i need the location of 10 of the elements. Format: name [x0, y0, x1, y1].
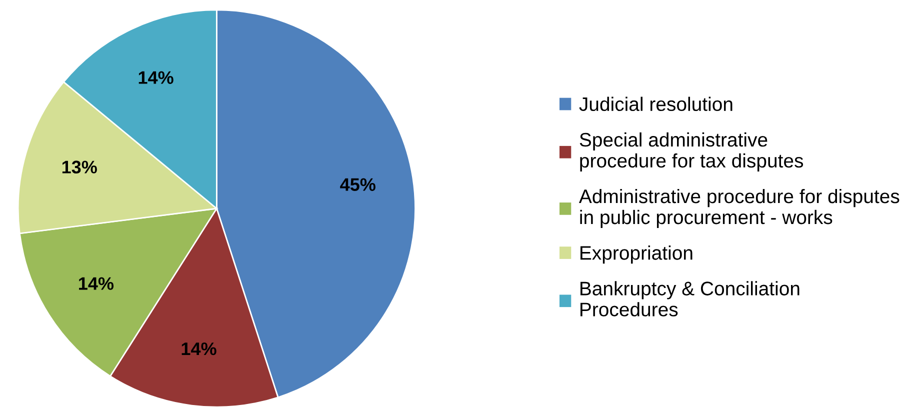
data-label: 14%: [138, 71, 174, 84]
data-label: 14%: [79, 277, 114, 290]
data-label: 45%: [340, 178, 376, 191]
legend-label: Expropriation: [580, 246, 692, 264]
legend-label: Special administrative procedure for tax disputes: [580, 132, 804, 172]
data-label: 13%: [62, 160, 97, 174]
legend-label: Administrative procedure for disputes in public procurement - works: [578, 188, 900, 228]
legend-label: Judicial resolution: [579, 96, 732, 112]
data-label: 14%: [182, 342, 216, 356]
legend-label: Bankruptcy & Conciliation Procedures: [580, 281, 800, 316]
